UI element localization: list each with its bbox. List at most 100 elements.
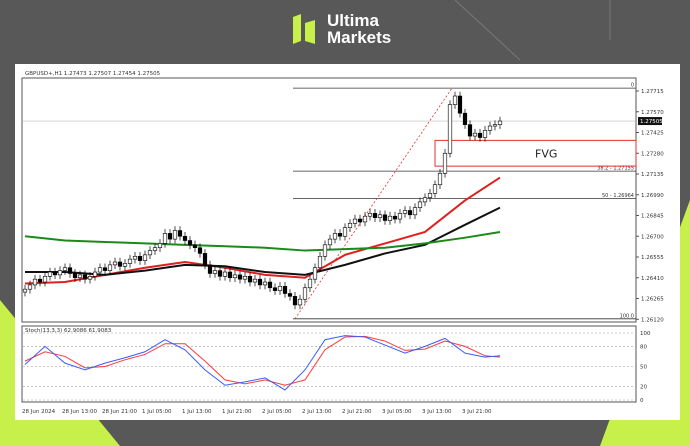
candle <box>167 233 173 240</box>
price-tick-label: 1.26120 <box>641 317 664 323</box>
candle <box>467 124 473 137</box>
time-label: 1 Jul 05:00 <box>142 409 172 415</box>
candle <box>482 130 488 138</box>
fib-level-label: 50 - 1.26964 <box>602 193 634 199</box>
candle <box>72 273 78 279</box>
candle <box>487 125 493 131</box>
time-label: 1 Jul 21:00 <box>222 409 252 415</box>
candle <box>52 271 58 276</box>
stoch-level-label: 80 <box>640 344 647 350</box>
candle <box>127 258 133 264</box>
candle <box>117 261 123 267</box>
time-label: 3 Jul 21:00 <box>462 409 492 415</box>
price-tick-label: 1.27280 <box>641 151 664 157</box>
candle <box>422 197 428 203</box>
candle <box>122 263 128 267</box>
candle <box>137 255 143 261</box>
time-label: 2 Jul 13:00 <box>302 409 332 415</box>
candle <box>457 95 463 114</box>
candle <box>97 267 103 273</box>
price-tick-label: 1.26265 <box>641 297 664 303</box>
time-label: 2 Jul 21:00 <box>342 409 372 415</box>
candle <box>87 276 93 280</box>
candle <box>397 213 403 220</box>
candle <box>192 244 198 248</box>
candle <box>382 214 388 221</box>
candle <box>32 278 38 286</box>
candle <box>292 296 298 306</box>
candle <box>372 213 378 218</box>
price-tick-label: 1.27135 <box>641 172 664 178</box>
price-chart: GBPUSD+,H1 1.27473 1.27507 1.27454 1.275… <box>15 64 680 420</box>
candle <box>172 230 178 240</box>
time-label: 28 Jun 2024 <box>22 409 56 415</box>
fib-trend-line <box>294 87 453 320</box>
price-tick-label: 1.26990 <box>641 193 664 199</box>
current-price-box <box>638 117 662 126</box>
candle <box>207 264 213 274</box>
candle <box>377 214 383 218</box>
candle <box>262 281 268 286</box>
candle <box>267 281 273 289</box>
candle <box>412 207 418 216</box>
price-tick-label: 1.26410 <box>641 276 664 282</box>
candle <box>402 210 408 214</box>
stoch-signal-line <box>24 335 501 386</box>
candle <box>317 255 323 269</box>
candle <box>352 218 358 224</box>
moving-average-line <box>25 206 501 276</box>
candle <box>197 247 203 254</box>
candle <box>322 244 328 257</box>
candle <box>497 120 503 125</box>
candle <box>347 223 353 228</box>
candle <box>107 264 113 271</box>
candle <box>427 193 433 198</box>
candle <box>392 215 398 220</box>
current-price-label: 1.27505 <box>640 119 663 125</box>
candle <box>417 201 423 208</box>
time-label: 3 Jul 05:00 <box>382 409 412 415</box>
candle <box>177 230 183 237</box>
price-tick-label: 1.26700 <box>641 234 664 240</box>
candle <box>217 270 223 277</box>
candle <box>282 286 288 294</box>
candle <box>222 271 228 277</box>
candle <box>442 152 448 174</box>
stoch-plot-frame <box>21 325 637 403</box>
candle <box>302 287 308 300</box>
stoch-level-label: 0 <box>640 398 644 404</box>
fib-level-label: 0 <box>631 83 634 89</box>
candle <box>227 271 233 279</box>
candle <box>447 104 453 154</box>
stoch-level-label: 20 <box>640 385 647 391</box>
brand-logo: Ultima Markets <box>293 12 391 46</box>
brand-line1: Ultima <box>327 11 379 30</box>
candle <box>232 274 238 279</box>
candle <box>287 293 293 297</box>
fvg-label: FVG <box>535 147 557 160</box>
candle <box>102 267 108 271</box>
stoch-level-label: 100 <box>640 331 651 337</box>
candle <box>202 253 208 266</box>
candle <box>182 235 188 241</box>
candle <box>152 247 158 251</box>
stoch-level-label: 50 <box>640 365 647 371</box>
candle <box>47 271 53 277</box>
candle <box>112 261 118 266</box>
candle <box>162 233 168 244</box>
candle <box>362 215 368 223</box>
candle <box>272 287 278 291</box>
candle <box>157 243 163 248</box>
candle <box>367 213 373 217</box>
candle <box>147 250 153 256</box>
price-tick-label: 1.27715 <box>641 89 664 95</box>
candle <box>247 276 253 283</box>
time-label: 3 Jul 13:00 <box>422 409 452 415</box>
candle <box>92 271 98 277</box>
stoch-label: Stoch(13,3,3) 62.9086 61.9083 <box>25 328 112 334</box>
candle <box>387 215 393 221</box>
time-label: 1 Jul 13:00 <box>182 409 212 415</box>
candle <box>237 274 243 280</box>
candle <box>477 132 483 138</box>
candle <box>67 267 73 274</box>
